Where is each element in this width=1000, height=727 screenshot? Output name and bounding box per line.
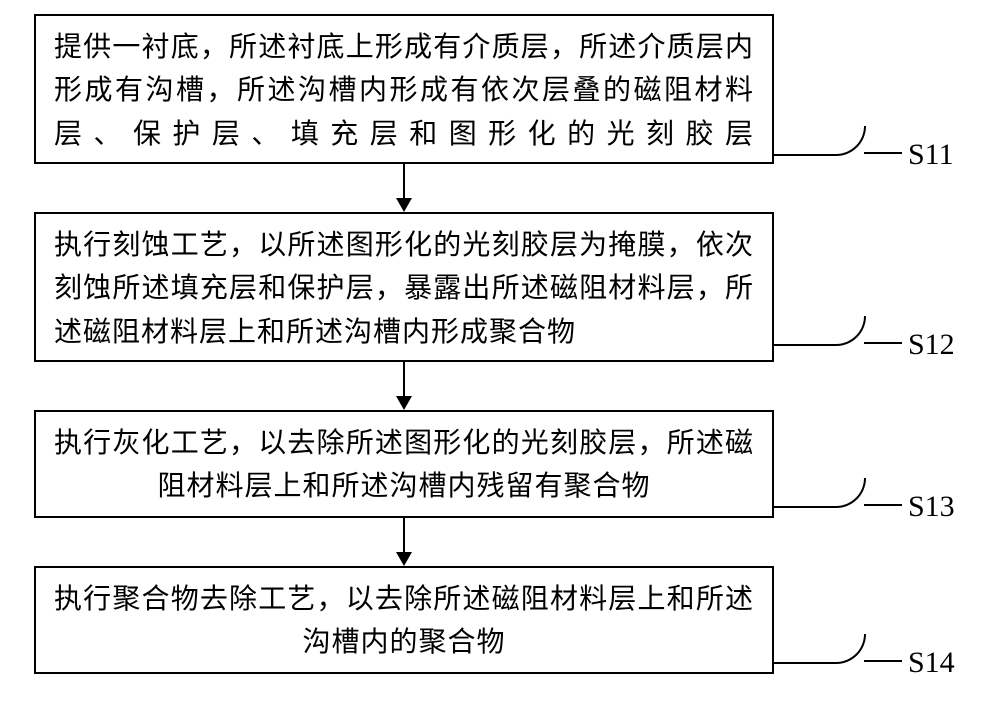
- step-label-s14: S14: [908, 646, 955, 680]
- step-text: 执行聚合物去除工艺，以去除所述磁阻材料层上和所述沟槽内的聚合物: [54, 584, 754, 658]
- connector-s14: [774, 634, 904, 678]
- step-label-s11: S11: [908, 138, 954, 172]
- step-label-text: S13: [908, 490, 955, 523]
- step-box-s11: 提供一衬底，所述衬底上形成有介质层，所述介质层内形成有沟槽，所述沟槽内形成有依次…: [34, 14, 774, 164]
- step-text: 执行刻蚀工艺，以所述图形化的光刻胶层为掩膜，依次刻蚀所述填充层和保护层，暴露出所…: [54, 230, 754, 348]
- arrow-1: [394, 164, 414, 212]
- arrow-2: [394, 362, 414, 410]
- step-box-s14: 执行聚合物去除工艺，以去除所述磁阻材料层上和所述沟槽内的聚合物: [34, 566, 774, 674]
- step-label-text: S14: [908, 646, 955, 679]
- flowchart-canvas: 提供一衬底，所述衬底上形成有介质层，所述介质层内形成有沟槽，所述沟槽内形成有依次…: [0, 0, 1000, 727]
- connector-s13: [774, 478, 904, 522]
- step-label-text: S11: [908, 138, 954, 171]
- arrow-3: [394, 518, 414, 566]
- step-text: 执行灰化工艺，以去除所述图形化的光刻胶层，所述磁阻材料层上和所述沟槽内残留有聚合…: [54, 428, 754, 502]
- step-box-s12: 执行刻蚀工艺，以所述图形化的光刻胶层为掩膜，依次刻蚀所述填充层和保护层，暴露出所…: [34, 212, 774, 362]
- step-box-s13: 执行灰化工艺，以去除所述图形化的光刻胶层，所述磁阻材料层上和所述沟槽内残留有聚合…: [34, 410, 774, 518]
- step-label-s13: S13: [908, 490, 955, 524]
- connector-s12: [774, 316, 904, 360]
- step-label-s12: S12: [908, 328, 955, 362]
- connector-s11: [774, 126, 904, 170]
- step-text: 提供一衬底，所述衬底上形成有介质层，所述介质层内形成有沟槽，所述沟槽内形成有依次…: [54, 32, 754, 150]
- step-label-text: S12: [908, 328, 955, 361]
